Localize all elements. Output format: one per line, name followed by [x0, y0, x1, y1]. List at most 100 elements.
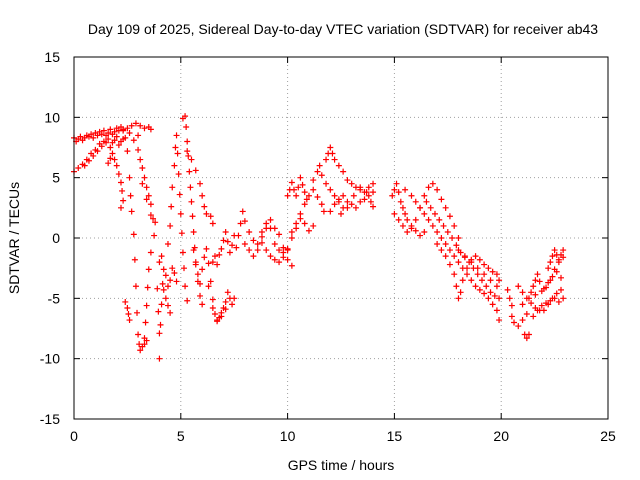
data-point — [538, 302, 545, 309]
data-point — [344, 204, 351, 211]
data-point — [131, 256, 138, 263]
axis-ticks: 0 5 10 15 20 25 -15 -10 -5 0 5 10 15 — [40, 49, 616, 444]
data-point — [124, 304, 131, 311]
x-tick-label: 5 — [177, 428, 185, 444]
data-point — [152, 219, 159, 226]
data-point — [111, 128, 118, 135]
y-tick-label: 10 — [44, 109, 60, 125]
data-point — [412, 216, 419, 223]
y-tick-label: -5 — [48, 290, 61, 306]
data-point — [525, 295, 532, 302]
data-point — [179, 249, 186, 256]
data-point — [438, 247, 445, 254]
data-point — [446, 247, 453, 254]
data-point — [493, 283, 500, 290]
data-point — [145, 192, 152, 199]
data-point — [115, 142, 122, 149]
data-point — [167, 277, 174, 284]
y-tick-label: 15 — [44, 49, 60, 65]
data-point — [137, 156, 144, 163]
data-point — [493, 271, 500, 278]
data-point — [171, 269, 178, 276]
data-point — [429, 180, 436, 187]
data-point — [276, 247, 283, 254]
data-point — [331, 192, 338, 199]
data-point — [402, 210, 409, 217]
data-point — [175, 171, 182, 178]
data-point — [519, 317, 526, 324]
data-point — [457, 289, 464, 296]
data-point — [402, 186, 409, 193]
data-point — [88, 131, 95, 138]
data-point — [188, 156, 195, 163]
data-point — [197, 280, 204, 287]
data-point — [464, 271, 471, 278]
data-point — [295, 184, 302, 191]
data-point — [120, 127, 127, 134]
data-point — [145, 266, 152, 273]
data-point — [547, 277, 554, 284]
data-point — [154, 285, 161, 292]
data-point — [508, 302, 515, 309]
data-point — [323, 156, 330, 163]
data-point — [532, 291, 539, 298]
data-point — [436, 216, 443, 223]
data-point — [147, 249, 154, 256]
data-point — [558, 286, 565, 293]
data-point — [427, 204, 434, 211]
data-point — [344, 198, 351, 205]
data-point — [207, 213, 214, 220]
data-point — [111, 137, 118, 144]
data-point — [194, 271, 201, 278]
data-point — [199, 301, 206, 308]
data-point — [560, 254, 567, 261]
data-point — [357, 198, 364, 205]
data-point — [216, 251, 223, 258]
data-point — [211, 311, 218, 318]
data-point — [395, 216, 402, 223]
data-point — [162, 272, 169, 279]
data-point — [455, 259, 462, 266]
data-point — [222, 228, 229, 235]
y-tick-label: 0 — [52, 230, 60, 246]
data-point — [211, 253, 218, 260]
data-point — [487, 289, 494, 296]
data-point — [164, 241, 171, 248]
data-point — [143, 184, 150, 191]
data-point — [515, 283, 522, 290]
data-point — [293, 220, 300, 227]
data-point — [147, 126, 154, 133]
data-point — [438, 235, 445, 241]
y-axis-label: SDTVAR / TECUs — [6, 182, 22, 294]
data-point — [338, 210, 344, 217]
data-point — [235, 232, 242, 239]
data-point — [119, 187, 126, 194]
data-point — [122, 298, 129, 305]
chart-title: Day 109 of 2025, Sidereal Day-to-day VTE… — [88, 21, 598, 37]
data-point — [538, 288, 545, 295]
data-point — [442, 204, 449, 211]
data-point — [284, 192, 291, 199]
data-point — [267, 253, 274, 260]
data-point — [350, 192, 357, 199]
data-point — [425, 184, 432, 191]
data-point — [555, 259, 562, 266]
data-point — [421, 192, 428, 199]
data-point — [331, 201, 338, 208]
data-point — [137, 347, 144, 354]
data-point — [115, 171, 122, 178]
data-point — [555, 298, 562, 305]
data-point — [446, 261, 453, 268]
data-point — [412, 227, 419, 234]
data-point — [120, 136, 127, 143]
data-point — [551, 247, 558, 254]
data-point — [209, 259, 216, 266]
data-point — [205, 260, 212, 267]
data-point — [438, 196, 445, 203]
data-point — [203, 210, 210, 217]
data-point — [156, 259, 163, 266]
data-point — [120, 197, 127, 204]
data-point — [318, 201, 325, 208]
data-point — [199, 192, 206, 199]
